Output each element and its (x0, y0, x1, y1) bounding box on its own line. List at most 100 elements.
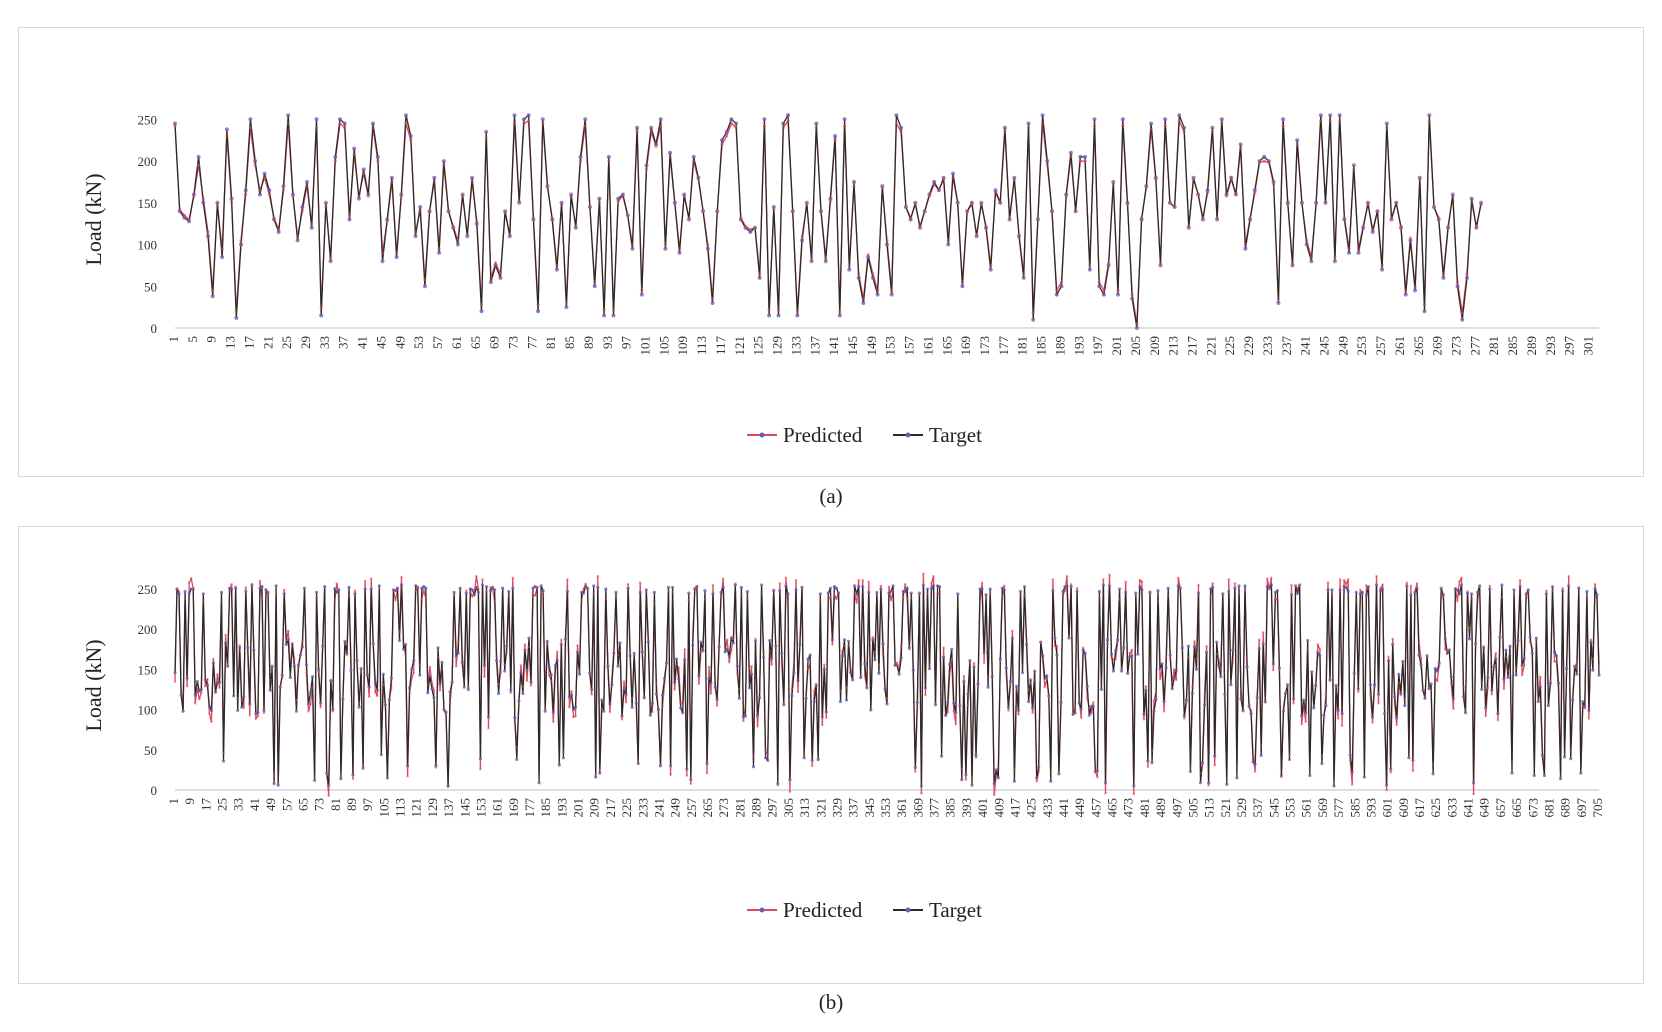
predicted-point (390, 686, 393, 690)
target-point (1516, 638, 1520, 643)
predicted-point (226, 663, 229, 666)
predicted-point (1272, 182, 1276, 186)
target-point (689, 778, 693, 782)
predicted-point (974, 756, 978, 760)
target-point (323, 200, 328, 205)
x-tick-label: 193 (1071, 336, 1086, 356)
target-point (620, 714, 624, 718)
predicted-point (1015, 688, 1018, 691)
predicted-point (1506, 668, 1510, 672)
x-tick-label: 697 (1574, 798, 1589, 818)
predicted-point (512, 121, 517, 126)
predicted-point (1399, 693, 1403, 697)
predicted-point (887, 585, 891, 588)
target-point (1532, 773, 1536, 778)
predicted-point (1233, 582, 1237, 585)
predicted-point (695, 585, 699, 588)
target-point (875, 292, 880, 297)
predicted-point (989, 263, 993, 267)
predicted-point (1229, 679, 1233, 682)
target-point (804, 696, 808, 700)
predicted-point (620, 718, 624, 721)
predicted-point (606, 666, 610, 670)
target-point (833, 134, 838, 138)
predicted-point (1118, 598, 1121, 601)
predicted-point (1150, 749, 1154, 752)
target-point (1405, 584, 1409, 588)
target-point (479, 309, 484, 314)
predicted-point (225, 134, 229, 138)
target-point (630, 705, 634, 709)
predicted-point (1049, 771, 1053, 774)
target-point (1518, 585, 1522, 589)
target-point (1445, 651, 1449, 655)
predicted-point (456, 238, 460, 242)
target-point (1397, 672, 1401, 676)
target-point (1360, 590, 1364, 594)
predicted-point (657, 713, 660, 716)
target-point (529, 680, 533, 684)
predicted-point (748, 681, 751, 685)
predicted-point (558, 761, 561, 764)
target-point (840, 654, 845, 658)
target-point (1277, 666, 1281, 670)
predicted-point (1314, 682, 1318, 686)
target-point (1449, 675, 1453, 679)
target-point (806, 657, 810, 661)
x-tick-label: 65 (295, 798, 310, 811)
target-point (1380, 267, 1385, 272)
predicted-point (475, 574, 478, 578)
predicted-point (1465, 272, 1469, 276)
predicted-point (748, 227, 752, 232)
predicted-point (1549, 678, 1552, 682)
predicted-point (1211, 582, 1214, 585)
target-point (304, 663, 309, 667)
predicted-point (999, 660, 1002, 663)
predicted-point (541, 593, 545, 596)
target-point (768, 638, 772, 643)
predicted-point (734, 126, 738, 130)
predicted-point (1206, 191, 1210, 195)
y-tick-label: 100 (138, 238, 158, 253)
predicted-point (1081, 646, 1085, 649)
target-point (437, 250, 442, 255)
target-point (418, 673, 422, 677)
predicted-point (663, 682, 666, 686)
target-point (980, 587, 984, 591)
target-point (866, 255, 871, 260)
x-tick-label: 161 (490, 798, 505, 818)
target-point (974, 753, 978, 757)
predicted-point (264, 590, 268, 593)
target-point (1255, 696, 1259, 700)
target-point (755, 713, 760, 717)
predicted-point (1276, 598, 1279, 601)
target-point (1073, 711, 1077, 715)
predicted-point (463, 678, 466, 682)
target-point (871, 638, 875, 642)
target-point (1324, 704, 1328, 708)
predicted-point (1524, 592, 1528, 596)
predicted-point (1537, 697, 1540, 701)
target-point (1548, 681, 1553, 685)
predicted-point (885, 697, 889, 700)
predicted-point (1227, 578, 1231, 581)
x-tick-label: 201 (571, 798, 586, 818)
target-point (557, 763, 561, 767)
predicted-point (1579, 771, 1583, 775)
target-point (757, 275, 762, 280)
predicted-point (1249, 709, 1253, 712)
target-point (1472, 781, 1476, 785)
predicted-point (630, 242, 635, 247)
predicted-point (668, 155, 672, 159)
predicted-point (1442, 595, 1445, 598)
predicted-point (1025, 638, 1028, 641)
target-point (1391, 642, 1395, 647)
predicted-point (537, 776, 541, 780)
predicted-point (242, 706, 246, 710)
target-point (1243, 584, 1247, 588)
predicted-point (926, 592, 929, 596)
x-tick-label: 321 (813, 798, 828, 818)
predicted-point (1389, 216, 1394, 220)
target-point (1237, 584, 1241, 588)
target-point (1496, 712, 1500, 716)
